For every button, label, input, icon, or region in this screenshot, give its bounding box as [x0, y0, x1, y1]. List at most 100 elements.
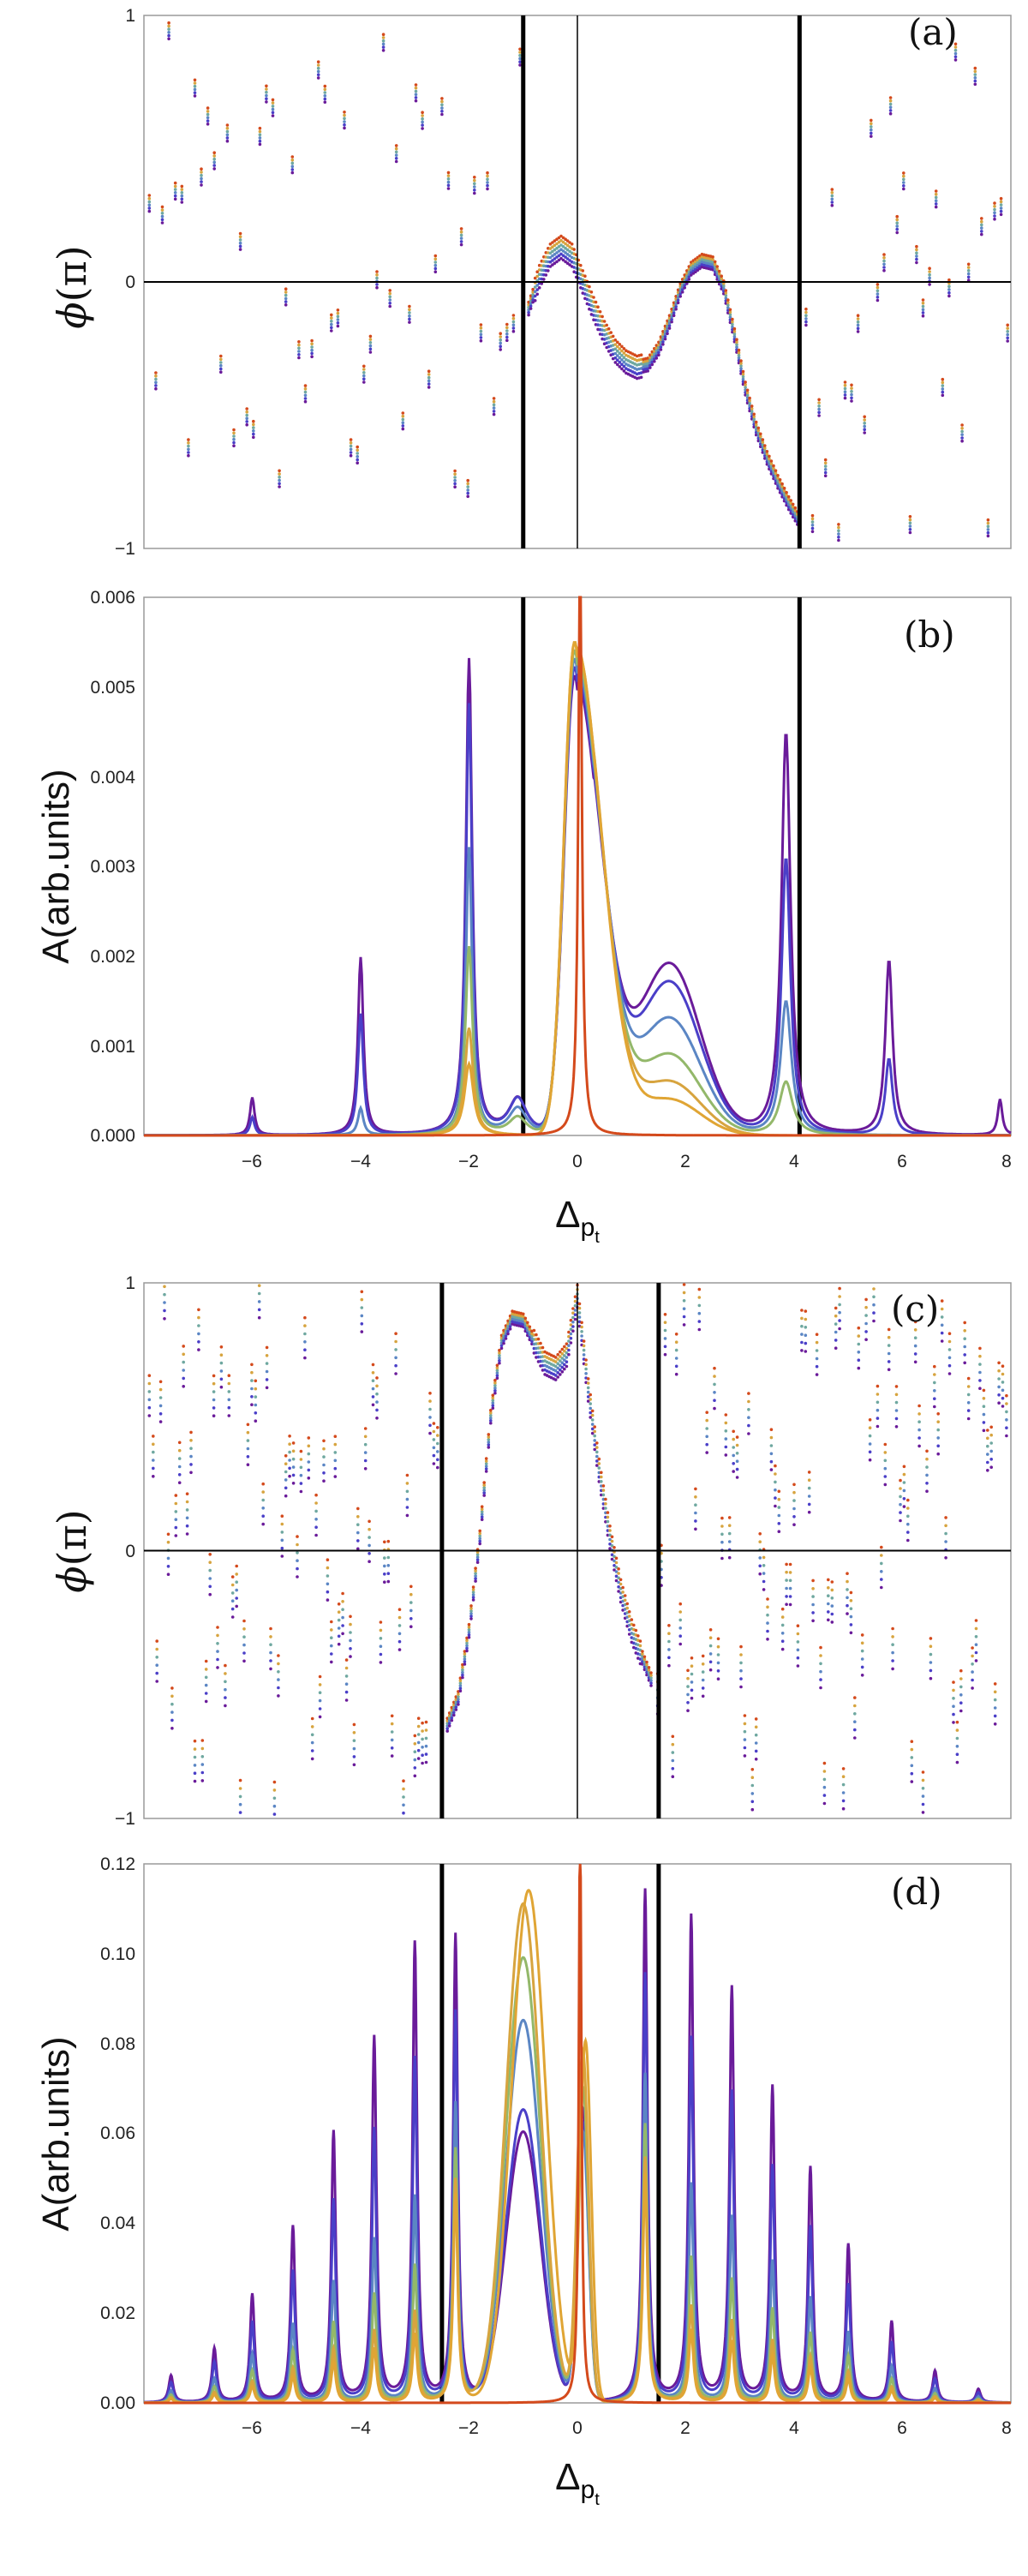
phase-point: [230, 1599, 235, 1603]
phase-point: [674, 1372, 678, 1376]
phase-point: [265, 1362, 269, 1365]
phase-point: [563, 1363, 566, 1367]
phase-point: [401, 414, 405, 418]
phase-point: [737, 353, 741, 357]
phase-point: [778, 480, 782, 484]
phase-point: [960, 436, 964, 440]
phase-point: [526, 1321, 529, 1325]
phase-point: [163, 1292, 166, 1297]
phase-point: [246, 1447, 250, 1451]
phase-point: [735, 1476, 739, 1479]
phase-point: [959, 1701, 963, 1704]
phase-point: [606, 1533, 610, 1537]
phase-point: [696, 268, 700, 273]
phase-point: [518, 47, 522, 51]
phase-point: [614, 1556, 619, 1561]
panel-b-label: (b): [904, 614, 955, 656]
phase-point: [766, 1597, 769, 1601]
phase-point: [533, 299, 537, 303]
phase-point: [166, 1540, 170, 1544]
phase-point: [368, 350, 373, 354]
phase-point: [830, 201, 834, 204]
phase-point: [278, 476, 281, 479]
phase-point: [936, 1452, 940, 1456]
phase-point: [561, 240, 565, 244]
phase-point: [856, 314, 860, 318]
phase-point: [453, 482, 457, 486]
phase-point: [701, 1670, 705, 1674]
phase-point: [541, 1345, 545, 1350]
phase-point: [980, 230, 983, 233]
phase-point: [849, 1599, 853, 1603]
phase-point: [882, 253, 886, 256]
phase-point: [360, 1290, 364, 1294]
phase-point: [815, 1364, 819, 1369]
phase-point: [212, 167, 216, 171]
phase-point: [910, 1771, 914, 1776]
phase-point: [589, 1416, 592, 1419]
phase-point: [947, 278, 951, 282]
phase-point: [316, 73, 320, 76]
phase-point: [645, 1662, 648, 1667]
phase-point: [290, 158, 295, 162]
phase-point: [804, 1317, 808, 1321]
phase-point: [381, 42, 386, 46]
phase-point: [849, 1607, 853, 1610]
phase-point: [310, 1733, 314, 1737]
phase-point: [619, 1578, 623, 1582]
phase-point: [959, 1668, 963, 1673]
phase-point: [375, 1376, 379, 1380]
phase-point: [618, 360, 622, 364]
phase-point: [754, 1749, 758, 1753]
phase-point: [678, 295, 682, 298]
phase-point: [1001, 1364, 1005, 1368]
phase-point: [661, 338, 665, 341]
phase-point: [810, 524, 815, 527]
phase-point: [980, 217, 983, 220]
phase-point: [230, 1615, 235, 1619]
phase-point: [227, 1398, 231, 1402]
phase-point: [800, 1333, 804, 1336]
phase-point: [401, 417, 405, 422]
phase-point: [963, 1321, 966, 1325]
phase-point: [856, 326, 860, 331]
phase-point: [1001, 1396, 1005, 1400]
phase-point: [216, 1626, 219, 1629]
phase-point: [397, 1615, 402, 1620]
phase-point: [284, 1462, 288, 1465]
phase-point: [254, 1411, 258, 1415]
phase-point: [823, 461, 828, 465]
panel-b-xtick-label: 8: [1001, 1152, 1012, 1171]
phase-point: [792, 1483, 796, 1487]
phase-point: [336, 318, 340, 321]
phase-point: [853, 1728, 857, 1732]
phase-point: [960, 439, 964, 443]
phase-point: [245, 420, 249, 423]
phase-point: [941, 393, 945, 398]
phase-point: [297, 346, 301, 350]
phase-point: [466, 485, 469, 488]
phase-point: [902, 171, 905, 175]
phase-point: [811, 1587, 815, 1591]
phase-point: [899, 1495, 902, 1499]
phase-point: [167, 21, 170, 25]
phase-point: [537, 268, 541, 272]
phase-point: [581, 269, 585, 273]
phase-point: [600, 1489, 603, 1493]
phase-point: [559, 1355, 562, 1358]
phase-point: [598, 310, 602, 314]
phase-point: [428, 1431, 432, 1435]
phase-point: [479, 336, 483, 339]
phase-point: [246, 1439, 250, 1442]
phase-point: [978, 1363, 982, 1366]
phase-point: [187, 444, 190, 448]
phase-point: [555, 260, 559, 264]
phase-point: [467, 1630, 471, 1634]
phase-point: [336, 309, 340, 312]
phase-point: [390, 1730, 394, 1734]
phase-point: [971, 1662, 974, 1666]
phase-point: [834, 1346, 838, 1350]
phase-point: [547, 269, 550, 273]
phase-point: [724, 1445, 728, 1449]
phase-point: [682, 1315, 686, 1319]
